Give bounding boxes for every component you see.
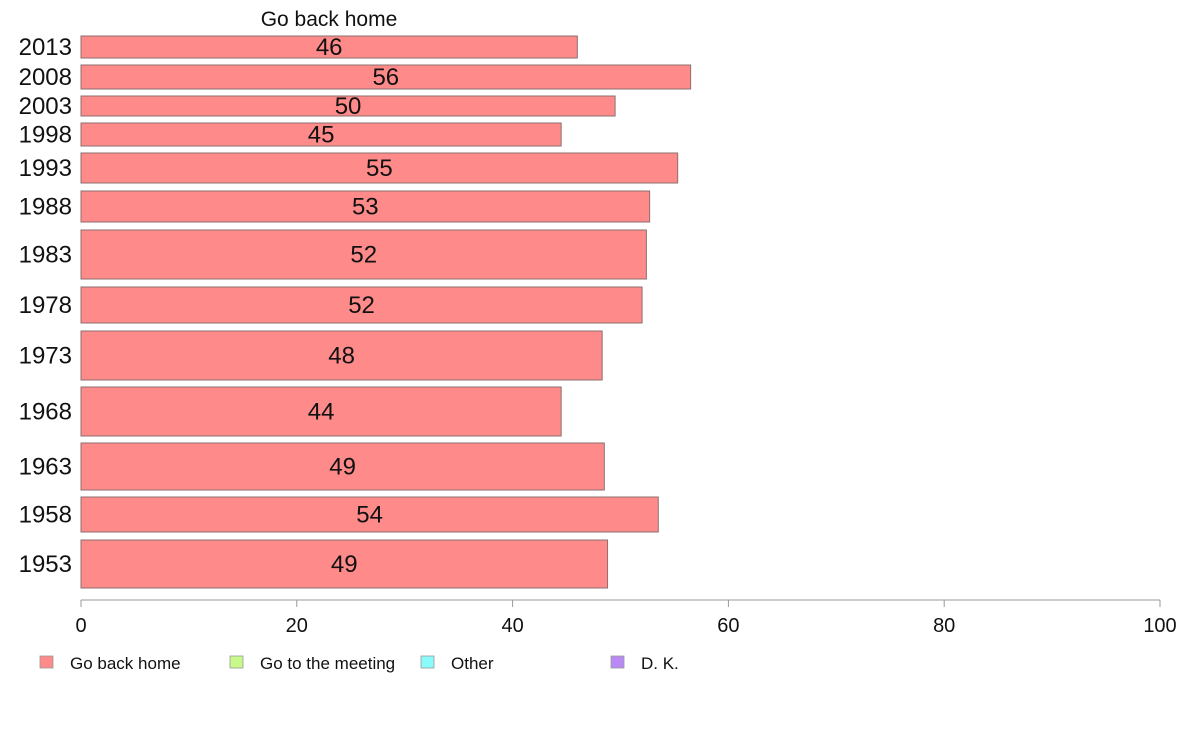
x-tick-label: 60 bbox=[717, 615, 739, 637]
category-label: 2003 bbox=[19, 93, 72, 120]
bar bbox=[80, 330, 603, 381]
legend-swatch bbox=[610, 655, 625, 669]
x-tick-label: 40 bbox=[501, 615, 523, 637]
legend-swatch bbox=[229, 655, 244, 669]
category-label: 1968 bbox=[19, 399, 72, 426]
bar-value-label: 54 bbox=[356, 502, 383, 529]
x-axis: 0 20 40 60 80 100 bbox=[75, 599, 1177, 637]
category-label: 2008 bbox=[19, 64, 72, 91]
x-tick-label: 0 bbox=[75, 615, 86, 637]
category-label: 2013 bbox=[19, 34, 72, 61]
bar bbox=[80, 35, 578, 59]
bar bbox=[80, 496, 659, 533]
bar-value-label: 46 bbox=[316, 34, 343, 61]
category-label: 1963 bbox=[19, 454, 72, 481]
bar-value-label: 52 bbox=[348, 292, 375, 319]
legend: Go back home Go to the meeting Other D. K. bbox=[39, 654, 679, 673]
category-label: 1993 bbox=[19, 155, 72, 182]
bar-value-label: 44 bbox=[308, 399, 335, 426]
category-label: 1983 bbox=[19, 242, 72, 269]
legend-label: Go to the meeting bbox=[260, 654, 395, 673]
category-label: 1973 bbox=[19, 343, 72, 370]
bar-value-label: 48 bbox=[328, 343, 355, 370]
x-tick-label: 80 bbox=[933, 615, 955, 637]
bar bbox=[80, 386, 562, 437]
bar bbox=[80, 122, 562, 147]
category-label: 1978 bbox=[19, 292, 72, 319]
category-label: 1988 bbox=[19, 194, 72, 221]
x-tick-label: 100 bbox=[1143, 615, 1176, 637]
bar-value-label: 45 bbox=[308, 122, 335, 149]
x-tick-label: 20 bbox=[286, 615, 308, 637]
bar bbox=[80, 286, 643, 324]
bar bbox=[80, 442, 605, 491]
bar-value-label: 49 bbox=[329, 454, 356, 481]
bar-value-label: 49 bbox=[331, 551, 358, 578]
bar-value-label: 55 bbox=[366, 155, 393, 182]
bar-value-label: 52 bbox=[350, 242, 377, 269]
bar-value-label: 50 bbox=[335, 93, 362, 120]
legend-swatch bbox=[420, 655, 435, 669]
legend-label: Other bbox=[451, 654, 494, 673]
legend-swatch bbox=[39, 655, 54, 669]
category-label: 1998 bbox=[19, 122, 72, 149]
category-label: 1953 bbox=[19, 551, 72, 578]
category-label: 1958 bbox=[19, 502, 72, 529]
bars-group: 46 2013 56 2008 50 2003 45 1998 55 1993 53 1988 52 19… bbox=[19, 34, 692, 589]
bar bbox=[80, 95, 616, 117]
legend-label: D. K. bbox=[641, 654, 679, 673]
bar-value-label: 53 bbox=[352, 194, 379, 221]
bar bbox=[80, 152, 679, 184]
bar bbox=[80, 539, 609, 589]
bar-value-label: 56 bbox=[372, 64, 399, 91]
legend-label: Go back home bbox=[70, 654, 181, 673]
bar bbox=[80, 64, 692, 90]
bar bbox=[80, 229, 647, 280]
panel-title: Go back home bbox=[261, 8, 398, 31]
bar bbox=[80, 190, 651, 223]
